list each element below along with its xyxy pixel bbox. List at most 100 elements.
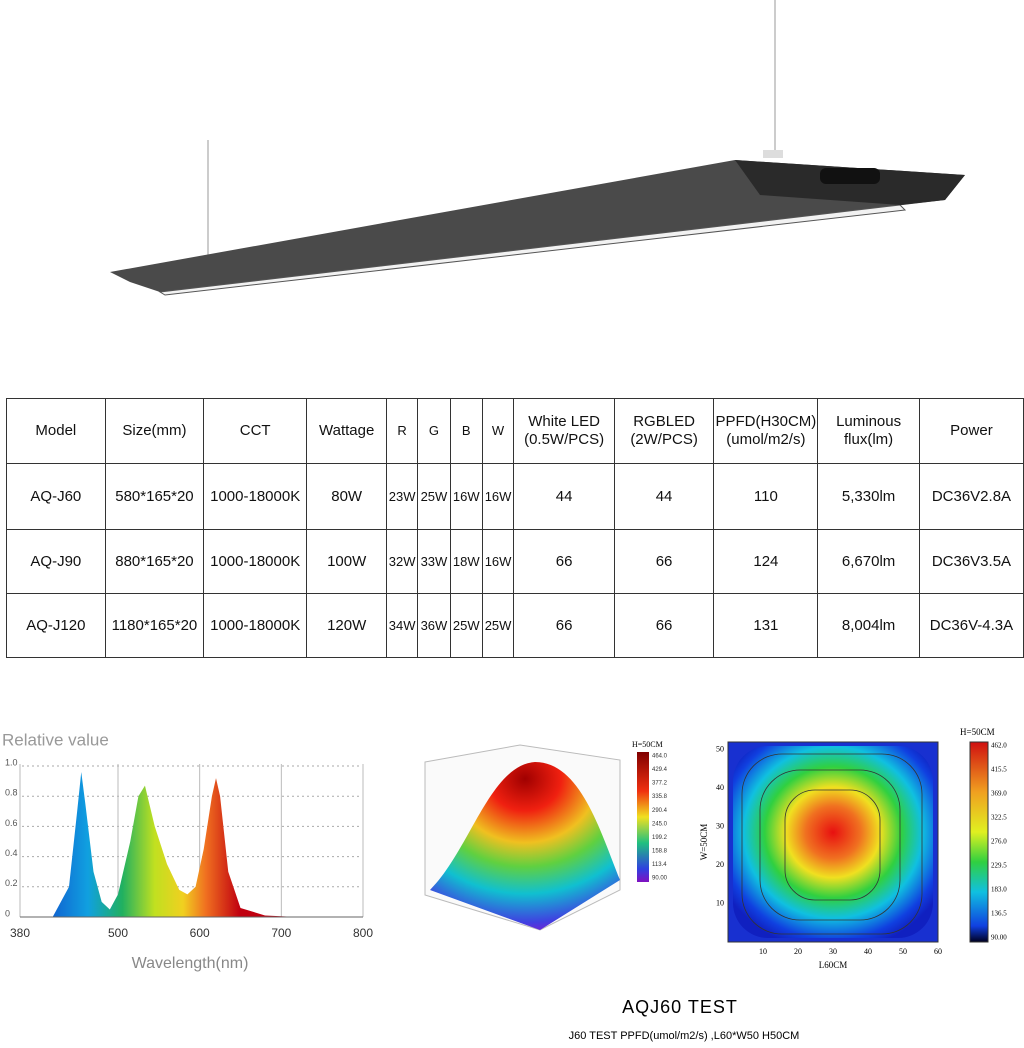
lamp-illustration (110, 0, 965, 296)
table-cell: 66 (613, 529, 715, 594)
table-cell: Luminous flux(lm) (817, 398, 920, 464)
x-axis-label: L60CM (819, 960, 848, 970)
x-tick-label: 10 (759, 947, 767, 956)
colorbar-label: 229.5 (991, 862, 1007, 870)
table-cell: 23W (386, 463, 419, 530)
colorbar-label: 415.5 (991, 766, 1007, 774)
x-tick-label: 380 (10, 926, 30, 940)
y-tick-label: 0.4 (5, 848, 18, 858)
table-cell: Power (918, 398, 1024, 464)
table-cell: 5,330lm (817, 463, 920, 530)
colorbar-label: 462.0 (991, 742, 1007, 750)
x-tick-label: 500 (108, 926, 128, 940)
table-cell: 25W (481, 593, 515, 658)
table-cell: 1000-18000K (203, 593, 308, 658)
y-tick-label: 0.2 (5, 878, 18, 888)
table-cell: RGBLED (2W/PCS) (613, 398, 715, 464)
table-cell: 33W (417, 529, 451, 594)
colorbar-label: 183.0 (991, 886, 1007, 894)
chart-title: Relative value (2, 730, 109, 749)
x-tick-label: 40 (864, 947, 872, 956)
table-cell: 120W (306, 593, 388, 658)
table-cell: 131 (713, 593, 819, 658)
colorbar-label: 199.2 (652, 835, 668, 841)
caption-subtitle: J60 TEST PPFD(umol/m2/s) ,L60*W50 H50CM (569, 1030, 800, 1042)
table-cell: DC36V3.5A (918, 529, 1024, 594)
colorbar-title: H=50CM (632, 740, 663, 749)
table-cell: White LED (0.5W/PCS) (513, 398, 615, 464)
x-tick-label: 800 (353, 926, 373, 940)
table-cell: AQ-J60 (6, 463, 106, 530)
y-tick-label: 40 (716, 783, 724, 792)
table-cell: 34W (386, 593, 419, 658)
table-cell: Model (6, 398, 106, 464)
y-tick-label: 20 (716, 860, 724, 869)
table-cell: 110 (713, 463, 819, 530)
table-cell: 1000-18000K (203, 529, 308, 594)
table-cell: 44 (613, 463, 715, 530)
x-tick-label: 600 (190, 926, 210, 940)
y-tick-label: 50 (716, 745, 724, 754)
colorbar-label: 377.2 (652, 781, 668, 787)
table-cell: DC36V2.8A (918, 463, 1024, 530)
table-row: AQ-J60 580*165*20 1000-18000K 80W 23W 25W 16W 1… (6, 463, 1024, 530)
table-cell: 32W (386, 529, 419, 594)
table-cell: 66 (513, 593, 615, 658)
table-row: AQ-J90 880*165*20 1000-18000K 100W 32W 33W 18W… (6, 529, 1024, 594)
table-cell: 16W (481, 463, 515, 530)
table-cell: 100W (306, 529, 388, 594)
x-tick-label: 30 (829, 947, 837, 956)
y-tick-label: 10 (716, 898, 724, 907)
table-cell: 880*165*20 (104, 529, 205, 594)
colorbar-label: 322.5 (991, 814, 1007, 822)
table-cell: 25W (417, 463, 451, 530)
table-cell: 8,004lm (817, 593, 920, 658)
colorbar-label: 113.4 (652, 862, 667, 868)
table-cell: AQ-J120 (6, 593, 106, 658)
surface-plot: H=50CM 464.0 429.4 377.2 335.8 290.4 245.0 199… (424, 740, 668, 931)
table-cell: 66 (513, 529, 615, 594)
table-cell: 66 (613, 593, 715, 658)
y-tick-label: 0.8 (5, 788, 18, 798)
colorbar-label: 369.0 (991, 790, 1007, 798)
caption-title: AQJ60 TEST (622, 997, 738, 1017)
table-cell: DC36V-4.3A (918, 593, 1024, 658)
table-cell: 16W (449, 463, 483, 530)
table-cell: 44 (513, 463, 615, 530)
table-cell: R (386, 398, 419, 464)
spectrum-chart: Relative value Wavelength(nm) 0 0.2 0.4 0.6… (2, 730, 373, 972)
table-cell: Wattage (306, 398, 388, 464)
x-tick-label: 20 (794, 947, 802, 956)
y-axis-label: W=50CM (699, 824, 709, 861)
table-cell: 580*165*20 (104, 463, 205, 530)
table-cell: 6,670lm (817, 529, 920, 594)
x-axis-label: Wavelength(nm) (132, 955, 249, 972)
colorbar-label: 90.00 (652, 876, 668, 882)
x-tick-label: 60 (934, 947, 942, 956)
table-cell: 1000-18000K (203, 463, 308, 530)
spec-table: Model Size(mm) CCT Wattage R G B W White LED (0.… (6, 398, 1024, 658)
colorbar-label: 276.0 (991, 838, 1007, 846)
table-cell: 16W (481, 529, 515, 594)
colorbar-label: 158.8 (652, 848, 668, 854)
table-cell: CCT (203, 398, 308, 464)
y-tick-label: 30 (716, 821, 724, 830)
y-tick-label: 1.0 (5, 757, 18, 767)
y-tick-label: 0.6 (5, 818, 18, 828)
table-cell: G (417, 398, 451, 464)
table-cell: 1180*165*20 (104, 593, 205, 658)
heatmap: H=50CM L60CM W=50CM 10 20 30 40 50 60 10 20 30 40… (699, 727, 1007, 970)
colorbar-label: 90.00 (991, 934, 1007, 942)
y-tick-label: 0 (5, 908, 10, 918)
header-row: Model Size(mm) CCT Wattage R G B W White LED (0.… (6, 398, 1024, 464)
colorbar-label: 136.5 (991, 910, 1007, 918)
x-tick-label: 50 (899, 947, 907, 956)
x-tick-label: 700 (271, 926, 291, 940)
table-row: AQ-J120 1180*165*20 1000-18000K 120W 34W 36W 2… (6, 593, 1024, 658)
colorbar-label: 429.4 (652, 767, 668, 773)
colorbar-label: 245.0 (652, 821, 668, 827)
colorbar-label: 335.8 (652, 794, 668, 800)
colorbar-label: 464.0 (652, 754, 668, 760)
